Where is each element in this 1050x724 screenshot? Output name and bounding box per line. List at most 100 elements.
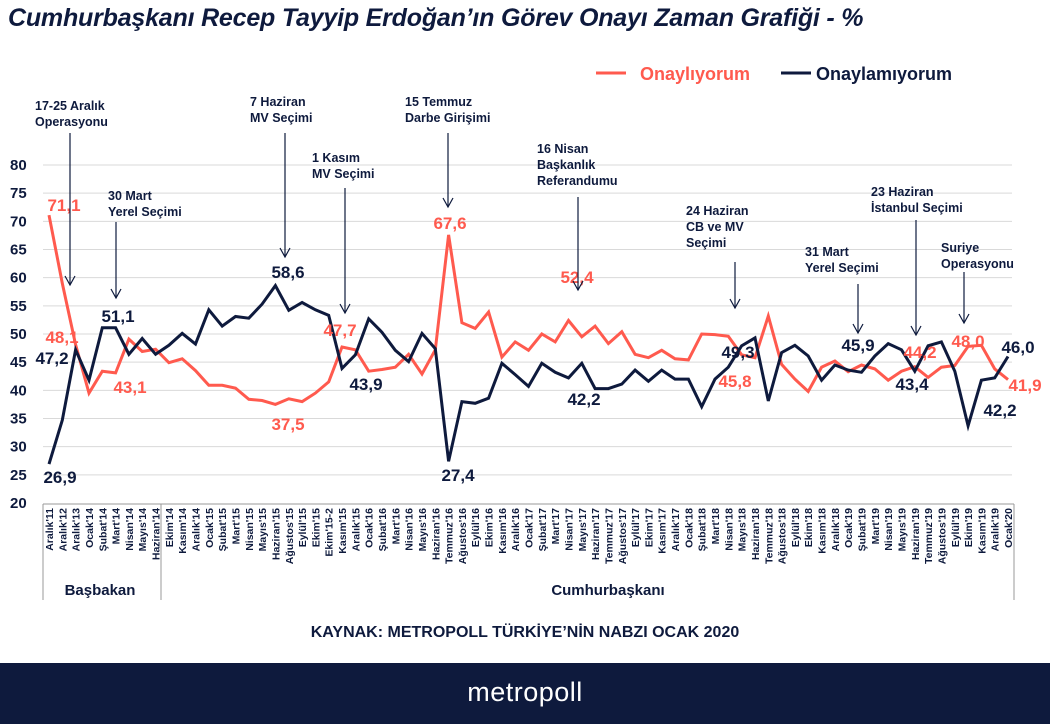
x-tick-label: Mayıs'15 [257, 508, 269, 552]
data-label: 41,9 [1008, 376, 1041, 395]
annotation-text: 15 Temmuz [405, 95, 472, 109]
legend-label: Onaylıyorum [640, 64, 750, 84]
arrow-down-icon [339, 303, 351, 315]
arrow-down-icon [958, 313, 970, 325]
x-tick-label: Kasım'14 [177, 508, 189, 554]
annotation-text: 17-25 Aralık [35, 99, 105, 113]
annotation-text: CB ve MV [686, 220, 744, 234]
x-tick-label: Eylül'18 [790, 508, 802, 547]
annotation-text: 30 Mart [108, 189, 153, 203]
x-tick-label: Mart'17 [550, 508, 562, 545]
data-label: 47,7 [323, 321, 356, 340]
x-tick-label: Ağustos'15 [284, 508, 296, 564]
x-tick-label: Şubat'17 [537, 508, 549, 552]
source-note: KAYNAK: METROPOLL TÜRKİYE’NİN NABZI OCAK… [310, 624, 740, 641]
event-annotation: 30 Mart Yerel Seçimi [108, 189, 182, 300]
x-tick-label: Ocak'18 [683, 508, 695, 548]
data-label: 48,0 [951, 332, 984, 351]
x-tick-label: Ağustos'17 [617, 508, 629, 564]
x-tick-label: Kasım'15 [337, 508, 349, 554]
group-label-basbakan: Başbakan [65, 582, 136, 599]
data-label: 37,5 [271, 415, 304, 434]
y-tick-label: 30 [10, 439, 27, 456]
series-line-onayliyorum [47, 214, 1009, 406]
annotation-text: 16 Nisan [537, 142, 588, 156]
x-tick-label: Şubat'16 [377, 508, 389, 552]
y-tick-label: 50 [10, 326, 27, 343]
brand-logo-text: metropoll [467, 677, 583, 707]
x-tick-label: Nisan'15 [244, 508, 256, 551]
x-tick-label: Mart'14 [111, 508, 123, 545]
data-label: 43,9 [349, 375, 382, 394]
x-tick-label: Aralık'16 [510, 508, 522, 552]
x-tick-label: Şubat'14 [97, 508, 109, 552]
data-label: 48,1 [45, 328, 78, 347]
data-label: 44,2 [903, 343, 936, 362]
data-label: 45,9 [841, 336, 874, 355]
arrow-down-icon [110, 288, 122, 300]
x-tick-label: Mayıs'17 [577, 508, 589, 552]
x-tick-label: Mayıs'18 [737, 508, 749, 552]
annotation-text: MV Seçimi [250, 111, 313, 125]
y-tick-label: 75 [10, 185, 27, 202]
x-tick-label: Ekim'15 [310, 508, 322, 547]
line-chart: 20 25 30 35 40 45 50 55 60 65 70 75 80 Başbakan Cumhur… [10, 64, 1042, 600]
event-annotation: 31 Mart Yerel Seçimi [805, 245, 879, 335]
annotation-text: 1 Kasım [312, 151, 360, 165]
data-label: 27,4 [441, 466, 475, 485]
event-annotation: 7 Haziran MV Seçimi [250, 95, 313, 259]
group-label-cumhurbaskani: Cumhurbaşkanı [551, 582, 664, 599]
x-tick-label: Ekim'15-2 [324, 508, 336, 557]
x-tick-label: Ocak'20 [1003, 508, 1015, 548]
annotation-text: 24 Haziran [686, 204, 749, 218]
y-tick-label: 40 [10, 382, 27, 399]
data-label: 43,4 [895, 375, 929, 394]
data-label: 42,2 [983, 401, 1016, 420]
event-annotation: 17-25 Aralık Operasyonu [35, 99, 108, 287]
arrow-down-icon [729, 298, 741, 310]
y-tick-label: 35 [10, 411, 27, 428]
x-tick-label: Temmuz'18 [763, 508, 775, 564]
x-tick-label: Nisan'18 [723, 508, 735, 551]
data-label: 46,0 [1001, 338, 1034, 357]
x-tick-label: Aralık'12 [57, 508, 69, 552]
x-tick-label: Aralık'17 [670, 508, 682, 552]
x-tick-label: Eylül'17 [630, 508, 642, 547]
x-tick-label: Eylül'19 [950, 508, 962, 547]
annotation-text: Darbe Girişimi [405, 111, 490, 125]
annotation-text: MV Seçimi [312, 167, 375, 181]
y-tick-label: 60 [10, 270, 27, 287]
x-tick-label: Temmuz'17 [603, 508, 615, 564]
x-tick-label: Haziran'18 [750, 508, 762, 560]
x-tick-label: Ağustos'16 [457, 508, 469, 564]
data-label: 58,6 [271, 263, 304, 282]
x-tick-label: Nisan'19 [883, 508, 895, 551]
y-tick-label: 25 [10, 467, 27, 484]
annotation-text: 7 Haziran [250, 95, 306, 109]
x-tick-label: Şubat'15 [217, 508, 229, 552]
data-label: 52,4 [560, 268, 594, 287]
x-tick-label: Haziran'15 [270, 508, 282, 560]
x-tick-label: Nisan'14 [124, 508, 136, 551]
annotation-text: Seçimi [686, 236, 726, 250]
x-tick-label: Mayıs'19 [896, 508, 908, 552]
x-tick-label: Ağustos'18 [777, 508, 789, 564]
x-tick-label: Nisan'16 [404, 508, 416, 551]
x-tick-label: Aralık'14 [191, 508, 203, 552]
data-label: 47,2 [35, 349, 68, 368]
x-tick-label: Ekim'14 [164, 508, 176, 547]
x-tick-label: Şubat'19 [857, 508, 869, 552]
data-label: 49,3 [721, 343, 754, 362]
data-label: 45,8 [718, 372, 751, 391]
x-tick-label: Aralık'13 [71, 508, 83, 552]
x-tick-label: Aralık'15 [350, 508, 362, 552]
y-tick-label: 70 [10, 213, 27, 230]
x-tick-label: Ocak'19 [843, 508, 855, 548]
annotation-text: Referandumu [537, 174, 618, 188]
footer-band: metropoll [0, 663, 1050, 724]
x-tick-label: Eylül'16 [470, 508, 482, 547]
x-tick-label: Haziran'16 [430, 508, 442, 560]
arrow-down-icon [910, 325, 922, 337]
annotation-text: Başkanlık [537, 158, 595, 172]
